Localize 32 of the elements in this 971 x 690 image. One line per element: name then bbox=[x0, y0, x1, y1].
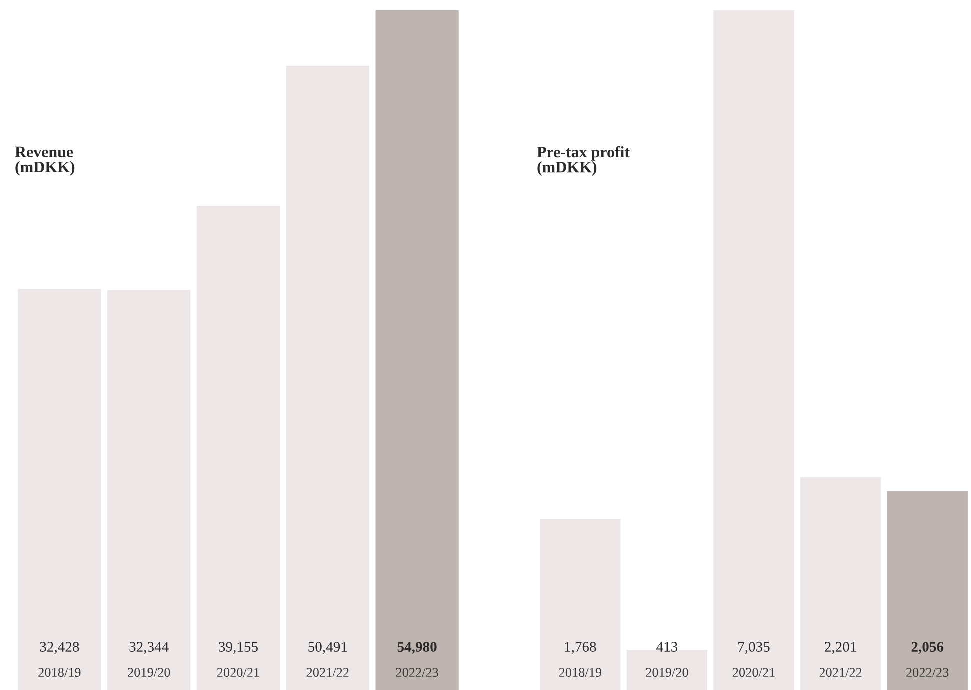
bar bbox=[887, 491, 968, 690]
data-label: 50,491 bbox=[308, 642, 348, 654]
bar bbox=[18, 289, 102, 690]
x-tick-label: 2019/20 bbox=[646, 668, 688, 678]
bar bbox=[540, 519, 621, 690]
text: Revenue (mDKK) bbox=[15, 146, 75, 176]
bar bbox=[196, 206, 280, 690]
data-label: 32,428 bbox=[40, 642, 80, 654]
bar bbox=[286, 66, 370, 690]
bar bbox=[714, 10, 794, 690]
data-label: 39,155 bbox=[219, 642, 258, 654]
x-tick-label: 2020/21 bbox=[217, 668, 260, 678]
bar bbox=[108, 290, 191, 690]
x-tick-label: 2021/22 bbox=[820, 668, 862, 678]
data-label: 2,201 bbox=[825, 642, 856, 654]
x-tick-label: 2021/22 bbox=[306, 668, 349, 678]
data-label: 32,344 bbox=[130, 642, 169, 654]
data-label: 2,056 bbox=[912, 642, 944, 654]
text: Pre-tax profit (mDKK) bbox=[537, 146, 630, 176]
x-tick-label: 2018/19 bbox=[38, 668, 81, 678]
x-tick-label: 2022/23 bbox=[396, 668, 438, 678]
bar bbox=[626, 650, 708, 690]
x-tick-label: 2019/20 bbox=[128, 668, 170, 678]
x-tick-label: 2022/23 bbox=[906, 668, 949, 678]
bar bbox=[376, 10, 459, 690]
data-label: 413 bbox=[656, 642, 678, 652]
bar bbox=[800, 477, 882, 690]
data-label: 54,980 bbox=[398, 642, 437, 654]
x-tick-label: 2018/19 bbox=[559, 668, 602, 678]
data-label: 7,035 bbox=[738, 642, 770, 654]
data-label: 1,768 bbox=[565, 642, 596, 654]
x-tick-label: 2020/21 bbox=[732, 668, 775, 678]
